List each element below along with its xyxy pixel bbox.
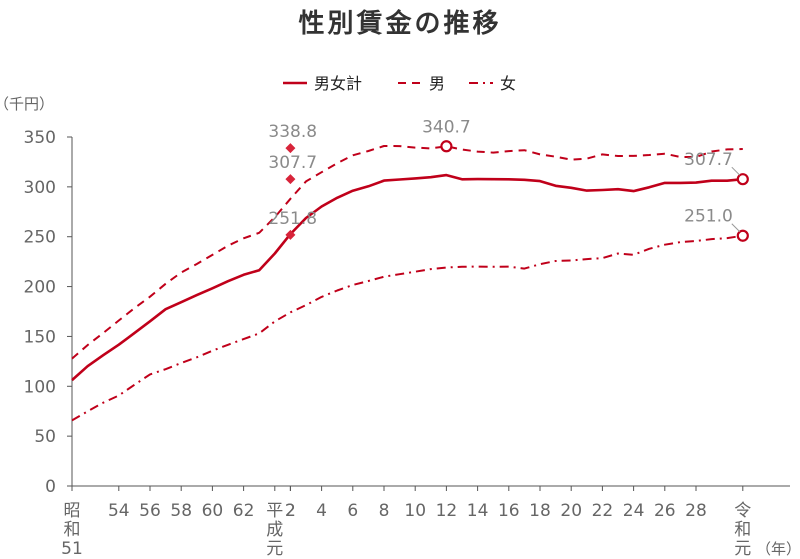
value-label: 307.7	[268, 153, 317, 173]
x-tick-label: 60	[202, 501, 224, 521]
x-tick-label: 62	[233, 501, 255, 521]
series-line-男女計	[71, 173, 743, 382]
legend-label: 男女計	[314, 74, 362, 93]
series-line-女	[71, 234, 743, 422]
x-tick-label: 22	[592, 501, 614, 521]
y-tick-label: 250	[24, 228, 56, 248]
value-label: 338.8	[268, 122, 317, 142]
x-tick-label: 58	[170, 501, 192, 521]
x-tick-label: 28	[685, 501, 707, 521]
x-tick-label: 昭和 51	[61, 501, 83, 559]
y-tick-label: 150	[24, 327, 56, 347]
chart-title: 性別賃金の推移	[298, 8, 501, 39]
annotations: 340.7 307.7 251.0 338.8 307.7 251.8	[268, 117, 749, 242]
x-tick-label: 2	[285, 501, 296, 521]
point-marker	[736, 173, 749, 186]
x-tick-label: 56	[139, 501, 161, 521]
value-label: 340.7	[422, 117, 471, 137]
y-tick-label: 350	[24, 128, 56, 148]
point-marker-diamond	[285, 229, 296, 240]
legend-label: 男	[429, 74, 445, 93]
x-tick-label: 14	[467, 501, 489, 521]
x-tick-label: 54	[108, 501, 130, 521]
value-label: 251.8	[268, 209, 317, 229]
x-tick-label: 2	[285, 501, 296, 521]
value-label: 307.7	[684, 150, 733, 170]
y-tick-label: 50	[34, 427, 56, 447]
x-tick-label: 18	[529, 501, 551, 521]
x-tick-label: 4	[316, 501, 327, 521]
x-tick-label: 8	[379, 501, 390, 521]
x-tick-label: 16	[498, 501, 520, 521]
x-tick-label: 令和元	[734, 501, 751, 559]
point-marker-diamond	[285, 143, 296, 154]
series-lines	[71, 145, 743, 422]
x-tick-label: 12	[436, 501, 458, 521]
point-marker	[736, 229, 749, 242]
x-tick-label: 20	[560, 501, 582, 521]
y-tick-label: 200	[24, 278, 56, 298]
x-tick-label: 6	[347, 501, 358, 521]
y-axis-unit: （千円）	[0, 95, 54, 113]
point-marker-diamond	[285, 174, 296, 185]
legend-label: 女	[500, 74, 516, 93]
value-label: 251.0	[684, 207, 733, 227]
y-tick-label: 0	[45, 477, 56, 497]
legend: 男女計 男 女	[283, 74, 516, 93]
series-line-男	[71, 145, 743, 360]
x-tick-label: 平成元	[266, 501, 283, 559]
x-tick-label: 24	[623, 501, 645, 521]
leader-line	[731, 166, 741, 176]
y-tick-label: 300	[24, 178, 56, 198]
point-marker	[440, 140, 453, 153]
y-tick-label: 100	[24, 377, 56, 397]
y-ticks: 0 50 100 150 200 250 300 350	[24, 128, 72, 497]
x-tick-label: 10	[404, 501, 426, 521]
leader-line	[731, 223, 741, 233]
x-tick-label: 26	[654, 501, 676, 521]
x-axis-unit: （年）	[756, 540, 800, 558]
